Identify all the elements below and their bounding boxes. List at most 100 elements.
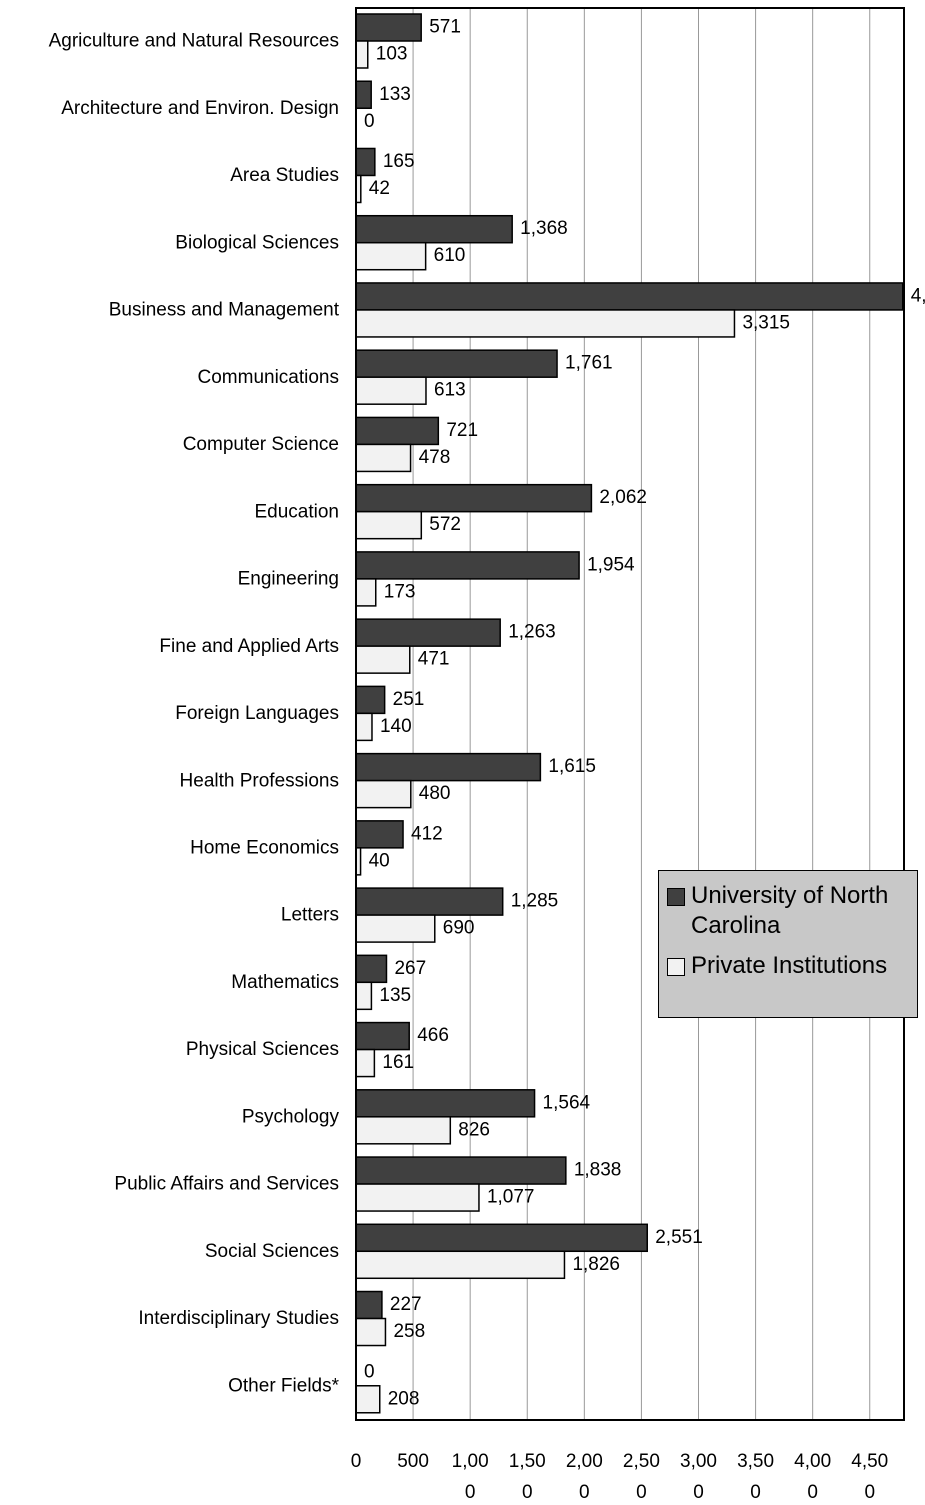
bar — [355, 954, 388, 984]
x-tick-label: 2,50 0 — [623, 1451, 660, 1503]
x-tick-label: 4,50 0 — [851, 1451, 888, 1503]
value-label: 133 — [379, 84, 411, 105]
bar — [355, 40, 369, 69]
y-tick-label: Mathematics — [231, 972, 339, 993]
y-tick-label: Agriculture and Natural Resources — [49, 31, 339, 52]
x-tick-label-line: 0 — [750, 1482, 761, 1503]
value-label: 1,761 — [565, 353, 613, 374]
y-tick-label: Computer Science — [183, 434, 339, 455]
bar — [355, 416, 440, 446]
bar — [355, 376, 427, 405]
legend-label: University of North Carolina — [691, 882, 889, 939]
legend-swatch — [667, 888, 685, 906]
y-tick-label: Area Studies — [230, 165, 339, 186]
x-tick-label-line: 3,50 — [737, 1451, 774, 1472]
x-tick-label-line: 4,50 — [851, 1451, 888, 1472]
bar — [355, 1089, 536, 1118]
bar — [355, 551, 580, 580]
y-tick-label: Physical Sciences — [186, 1039, 339, 1060]
value-label: 267 — [394, 958, 426, 979]
value-label: 0 — [364, 1361, 375, 1382]
x-tick-label: 4,00 0 — [794, 1451, 831, 1503]
value-label: 258 — [393, 1321, 425, 1342]
x-tick-label-line: 0 — [465, 1482, 476, 1503]
value-label: 478 — [419, 447, 451, 468]
value-label: 471 — [418, 649, 450, 670]
y-tick-label: Letters — [281, 905, 339, 926]
bar — [355, 1385, 381, 1414]
x-tick-label: 500 — [397, 1451, 429, 1472]
value-label: 1,954 — [587, 554, 635, 575]
bar — [355, 820, 404, 849]
value-label: 2,062 — [599, 487, 647, 508]
y-tick-label: Biological Sciences — [175, 232, 339, 253]
value-label: 161 — [382, 1052, 414, 1073]
legend: University of North Carolina Private Inst… — [658, 870, 918, 1018]
y-tick-label: Fine and Applied Arts — [159, 636, 339, 657]
x-tick-label-line: 0 — [807, 1482, 818, 1503]
x-tick-label-line: 2,50 — [623, 1451, 660, 1472]
value-label: 1,564 — [543, 1092, 591, 1113]
bar — [355, 309, 736, 338]
bar — [355, 887, 504, 916]
bar — [355, 712, 373, 742]
value-label: 140 — [380, 716, 412, 737]
value-label: 208 — [388, 1388, 420, 1409]
y-tick-label: Social Sciences — [205, 1241, 339, 1262]
y-tick-label: Foreign Languages — [175, 703, 339, 724]
bar — [355, 1021, 410, 1051]
bar — [355, 1317, 387, 1347]
value-label: 1,263 — [508, 622, 556, 643]
bar — [355, 779, 412, 809]
value-label: 466 — [417, 1025, 449, 1046]
x-tick-label-line: 1,50 — [509, 1451, 546, 1472]
value-label: 227 — [390, 1294, 422, 1315]
value-label: 40 — [369, 850, 390, 871]
value-label: 0 — [364, 111, 375, 132]
bar — [355, 349, 558, 378]
value-label: 4,789 — [911, 285, 925, 306]
bar — [355, 1290, 383, 1320]
value-label: 572 — [429, 514, 461, 535]
bar — [355, 618, 501, 647]
x-tick-label-line: 4,00 — [794, 1451, 831, 1472]
value-label: 1,285 — [511, 891, 559, 912]
value-label: 135 — [379, 985, 411, 1006]
value-label: 412 — [411, 823, 443, 844]
bar — [355, 214, 513, 244]
y-tick-label: Education — [254, 501, 339, 522]
x-tick-label-line: 3,00 — [680, 1451, 717, 1472]
x-tick-label-line: 1,00 — [452, 1451, 489, 1472]
legend-item: Private Institutions — [667, 951, 909, 981]
y-tick-label: Other Fields* — [228, 1375, 339, 1396]
bar — [355, 1156, 567, 1185]
bar — [355, 241, 427, 271]
value-label: 2,551 — [655, 1227, 703, 1248]
x-tick-label: 3,00 0 — [680, 1451, 717, 1503]
y-tick-label: Health Professions — [180, 770, 339, 791]
x-tick-label-line: 0 — [522, 1482, 533, 1503]
x-tick-label: 3,50 0 — [737, 1451, 774, 1503]
bar — [355, 510, 423, 540]
y-tick-label: Communications — [198, 367, 340, 388]
value-label: 3,315 — [742, 312, 790, 333]
bar — [355, 443, 412, 473]
plot-frame — [355, 7, 905, 1421]
value-label: 1,368 — [520, 218, 568, 239]
y-tick-label: Psychology — [242, 1106, 340, 1127]
bar — [355, 1048, 376, 1078]
x-tick-label-line: 0 — [693, 1482, 704, 1503]
y-tick-label: Engineering — [238, 569, 339, 590]
legend-item: University of North Carolina — [667, 881, 909, 941]
value-label: 480 — [419, 783, 451, 804]
bar — [355, 914, 436, 943]
bar — [355, 1183, 480, 1212]
value-label: 571 — [429, 17, 461, 38]
x-tick-label-line: 2,00 — [566, 1451, 603, 1472]
value-label: 1,077 — [487, 1187, 535, 1208]
value-label: 690 — [443, 918, 475, 939]
value-label: 165 — [383, 151, 415, 172]
value-label: 1,826 — [572, 1254, 620, 1275]
y-tick-label: Architecture and Environ. Design — [61, 98, 339, 119]
